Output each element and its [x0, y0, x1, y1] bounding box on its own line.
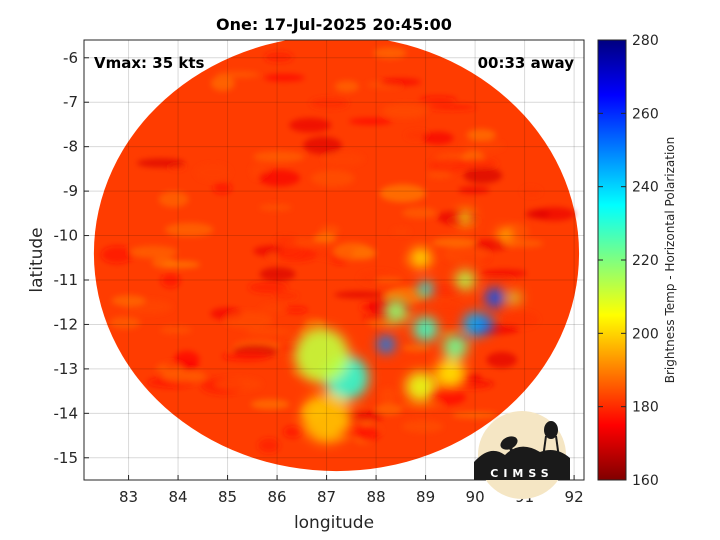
colorbar-label: Brightness Temp - Horizontal Polarizatio… [663, 137, 677, 384]
y-tick-label: -6 [63, 49, 78, 67]
feature-blob [435, 358, 466, 389]
feature-blob [383, 298, 409, 324]
y-tick-label: -10 [54, 227, 79, 245]
y-axis-label: latitude [27, 227, 47, 292]
colorbar-tick-label: 160 [632, 473, 659, 489]
feature-blob [484, 287, 505, 308]
colorbar-tick-label: 280 [632, 33, 659, 49]
logo-text: CIMSS [490, 467, 553, 480]
feature-blob [413, 316, 438, 342]
feature-blob [418, 281, 434, 297]
y-axis-ticks: -6 -7 -8 -9 -10 -11 -12 -13 -14 -15 [54, 49, 89, 467]
brightness-temp-swath [93, 40, 579, 472]
y-tick-label: -7 [63, 93, 78, 111]
x-tick-label: 83 [119, 488, 138, 506]
feature-blob [498, 229, 511, 242]
water-tower-icon [544, 421, 558, 439]
colorbar-tick-label: 240 [632, 180, 659, 196]
x-tick-label: 86 [268, 488, 287, 506]
colorbar-tick-label: 220 [632, 253, 659, 269]
time-offset-annotation: 00:33 away [478, 54, 575, 72]
x-tick-label: 88 [367, 488, 386, 506]
feature-blob [457, 210, 473, 226]
y-tick-label: -13 [54, 360, 79, 378]
x-tick-label: 87 [317, 488, 336, 506]
feature-blob [294, 328, 349, 383]
convection-features [294, 210, 521, 443]
x-axis-label: longitude [294, 513, 374, 533]
chart-title: One: 17-Jul-2025 20:45:00 [216, 15, 452, 34]
x-tick-label: 84 [169, 488, 188, 506]
feature-blob [455, 270, 476, 290]
feature-blob [442, 334, 468, 360]
grid-lines [84, 40, 584, 480]
cimss-logo: CIMSS [474, 411, 570, 499]
y-tick-label: -14 [54, 404, 79, 422]
swath-texture [100, 47, 576, 453]
vmax-annotation: Vmax: 35 kts [94, 54, 204, 72]
colorbar-ticks: 160 180 200 220 240 260 280 [598, 33, 659, 489]
y-tick-label: -9 [63, 182, 78, 200]
axes-frame [83, 39, 585, 481]
y-tick-label: -12 [54, 315, 79, 333]
feature-blob [377, 335, 395, 354]
colorbar-tick-label: 180 [632, 400, 659, 416]
feature-blob [410, 247, 431, 268]
feature-blob [405, 371, 436, 402]
x-tick-label: 90 [466, 488, 485, 506]
y-tick-label: -15 [54, 449, 79, 467]
feature-blob [301, 393, 352, 443]
colorbar-tick-label: 200 [632, 326, 659, 342]
x-tick-label: 89 [416, 488, 435, 506]
y-tick-label: -8 [63, 138, 78, 156]
x-tick-label: 92 [565, 488, 584, 506]
y-tick-label: -11 [54, 271, 79, 289]
x-tick-label: 85 [218, 488, 237, 506]
feature-blob [508, 291, 521, 304]
feature-blob [476, 315, 494, 334]
colorbar-tick-label: 260 [632, 106, 659, 122]
